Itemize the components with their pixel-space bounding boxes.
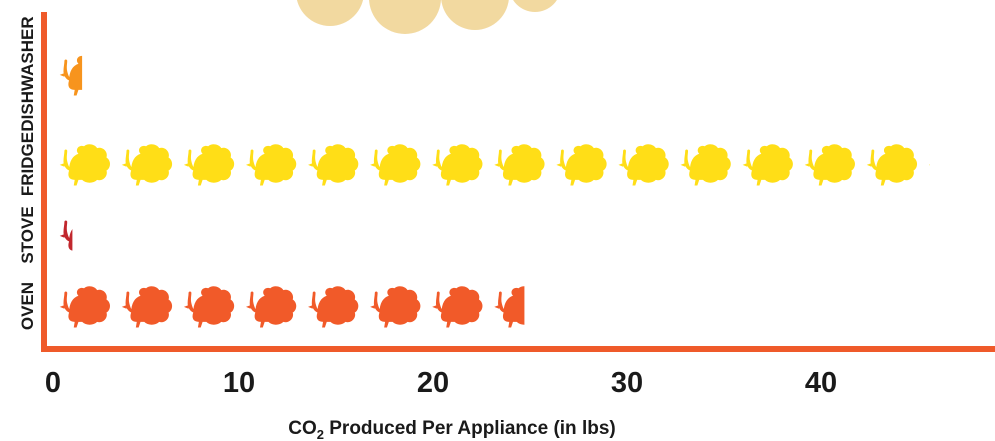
cloud-puff [513, 0, 557, 12]
turkey-icon [121, 144, 173, 186]
turkey-icon [680, 144, 731, 186]
bar-stove [59, 220, 73, 251]
cloud-puff [296, 0, 364, 26]
x-axis-label: CO2 Produced Per Appliance (in lbs) [288, 418, 615, 441]
turkey-icon [556, 144, 607, 186]
turkey-icon [59, 55, 83, 96]
x-tick-label: 30 [611, 367, 643, 399]
bar-dishwasher [59, 55, 83, 96]
x-axis-label-subscript: 2 [317, 427, 324, 441]
turkey-icon [866, 144, 918, 186]
turkey-icon [370, 144, 421, 186]
turkey-icon [432, 144, 483, 186]
turkey-icon [494, 286, 525, 328]
turkey-icon [928, 164, 930, 166]
turkey-icon [121, 286, 173, 328]
x-tick-label: 0 [45, 367, 61, 399]
bar-oven [59, 286, 525, 328]
category-label-oven: OVEN [18, 282, 37, 330]
turkey-icon [370, 286, 421, 328]
turkey-icon [183, 144, 235, 186]
x-tick-label: 40 [805, 367, 837, 399]
x-tick-label: 20 [417, 367, 449, 399]
x-axis-label-rest: Produced Per Appliance (in lbs) [324, 418, 616, 439]
bar-fridge [59, 144, 930, 186]
x-axis-label-prefix: CO [288, 418, 317, 439]
turkey-icon [804, 144, 855, 186]
turkey-icon [183, 286, 235, 328]
pictograph-bars [59, 55, 930, 328]
category-label-fridge: FRIDGE [18, 132, 37, 196]
turkey-icon [59, 144, 111, 186]
turkey-icon [245, 144, 297, 186]
turkey-icon [742, 144, 793, 186]
x-tick-labels: 01020304050 [45, 367, 837, 399]
turkey-icon [618, 144, 669, 186]
category-label-dishwasher: DISHWASHER [18, 16, 37, 131]
axes [41, 12, 995, 352]
cloud-decoration [296, 0, 557, 34]
turkey-icon [245, 286, 297, 328]
cloud-puff [441, 0, 509, 30]
turkey-icon [308, 286, 359, 328]
cloud-puff [369, 0, 441, 34]
turkey-icon [59, 220, 73, 251]
turkey-icon [59, 286, 111, 328]
turkey-icon [494, 144, 545, 186]
turkey-icon [308, 144, 359, 186]
x-tick-label: 10 [223, 367, 255, 399]
turkey-icon [432, 286, 483, 328]
category-label-stove: STOVE [18, 206, 37, 263]
